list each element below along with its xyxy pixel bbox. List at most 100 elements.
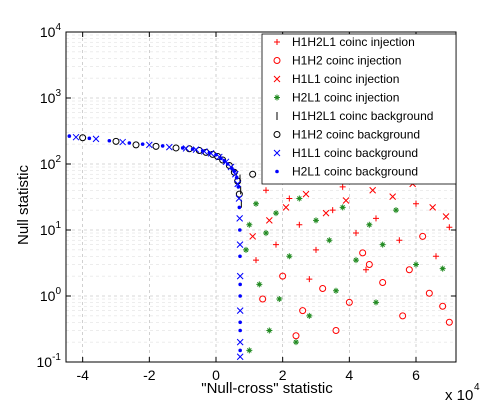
data-point — [67, 134, 72, 138]
data-point — [219, 156, 223, 161]
data-point — [259, 295, 267, 303]
data-point — [302, 190, 310, 198]
data-point — [92, 135, 100, 143]
data-point — [236, 215, 244, 222]
data-point — [238, 348, 242, 353]
data-point — [236, 338, 244, 346]
x-tick-label: 0 — [212, 367, 220, 383]
data-point — [313, 246, 319, 253]
data-point — [140, 142, 145, 146]
legend-marker — [274, 94, 280, 101]
data-point — [263, 230, 269, 237]
data-point — [419, 232, 427, 240]
x-axis-multiplier: x 10 4 — [445, 382, 480, 404]
data-point — [413, 261, 419, 268]
data-point — [253, 257, 259, 264]
data-point — [165, 143, 173, 151]
data-point — [243, 246, 249, 253]
data-point — [429, 204, 437, 211]
data-point — [299, 307, 307, 315]
data-point — [207, 150, 212, 155]
y-axis-ticks: 10-1 100 101 102 103 104 — [37, 22, 456, 370]
data-point — [393, 207, 399, 214]
data-point — [273, 241, 279, 248]
data-point — [238, 228, 242, 232]
x-tick-label: 2 — [279, 367, 287, 383]
data-point — [439, 265, 446, 272]
data-point — [286, 253, 293, 260]
data-point — [306, 312, 313, 319]
data-point — [238, 254, 242, 259]
data-point — [379, 279, 387, 287]
data-point — [246, 221, 253, 228]
data-point — [253, 200, 259, 207]
x-tick-label: -4 — [76, 367, 89, 383]
data-point — [405, 266, 413, 274]
data-point — [152, 142, 160, 150]
data-point — [265, 217, 273, 224]
data-point — [238, 282, 242, 287]
x-multiplier-base: x 10 — [445, 387, 473, 404]
legend-marker — [273, 149, 281, 157]
series-7 — [67, 134, 242, 353]
legend-box — [261, 33, 457, 185]
data-point — [236, 353, 244, 361]
data-point — [256, 281, 263, 288]
data-point — [145, 141, 153, 149]
data-point — [214, 152, 222, 160]
data-point — [200, 149, 205, 153]
data-point — [236, 185, 241, 189]
data-point — [225, 162, 230, 166]
data-point — [369, 186, 377, 194]
data-point — [230, 166, 234, 171]
data-point — [292, 332, 300, 340]
y-tick-label: 103 — [40, 88, 62, 106]
data-point — [238, 294, 242, 298]
data-point — [313, 217, 319, 224]
data-point — [333, 287, 339, 294]
data-point — [366, 221, 373, 228]
x-tick-label: -2 — [143, 367, 156, 383]
data-point — [190, 147, 195, 151]
data-point — [249, 170, 257, 178]
legend-entry-label: H1H2 coinc injection — [292, 54, 401, 68]
data-point — [306, 276, 313, 283]
data-point — [276, 296, 283, 303]
data-point — [222, 158, 227, 163]
data-point — [389, 193, 397, 201]
data-point — [266, 327, 273, 334]
data-point — [413, 200, 419, 207]
data-point — [107, 138, 112, 143]
data-point — [359, 249, 367, 257]
legend-marker — [273, 131, 281, 138]
plot-frame — [65, 31, 457, 363]
data-point — [87, 136, 92, 141]
data-point — [235, 195, 243, 202]
data-point — [353, 230, 359, 237]
legend-entry-label: H1H2 coinc background — [292, 128, 420, 142]
data-point — [127, 141, 132, 145]
x-axis-label: "Null-cross" statistic — [201, 380, 333, 397]
data-point — [296, 221, 303, 228]
data-point — [433, 253, 439, 260]
data-point — [279, 272, 287, 280]
data-point — [237, 205, 242, 210]
data-point — [79, 134, 87, 142]
data-point — [263, 187, 269, 194]
data-point — [296, 195, 303, 202]
data-point — [379, 241, 386, 248]
x-tick-label: 4 — [345, 367, 353, 383]
legend-entry-label: H1L1 coinc injection — [292, 72, 399, 86]
y-tick-label: 101 — [40, 220, 62, 238]
data-point — [246, 347, 253, 354]
data-point — [192, 146, 200, 153]
data-point — [182, 145, 190, 152]
data-point — [132, 141, 140, 149]
data-point — [332, 327, 340, 335]
data-point — [214, 152, 218, 157]
data-point — [326, 237, 333, 244]
y-tick-label: 10-1 — [37, 352, 62, 370]
data-point — [342, 197, 350, 204]
y-axis-label: Null statistic — [15, 164, 32, 245]
